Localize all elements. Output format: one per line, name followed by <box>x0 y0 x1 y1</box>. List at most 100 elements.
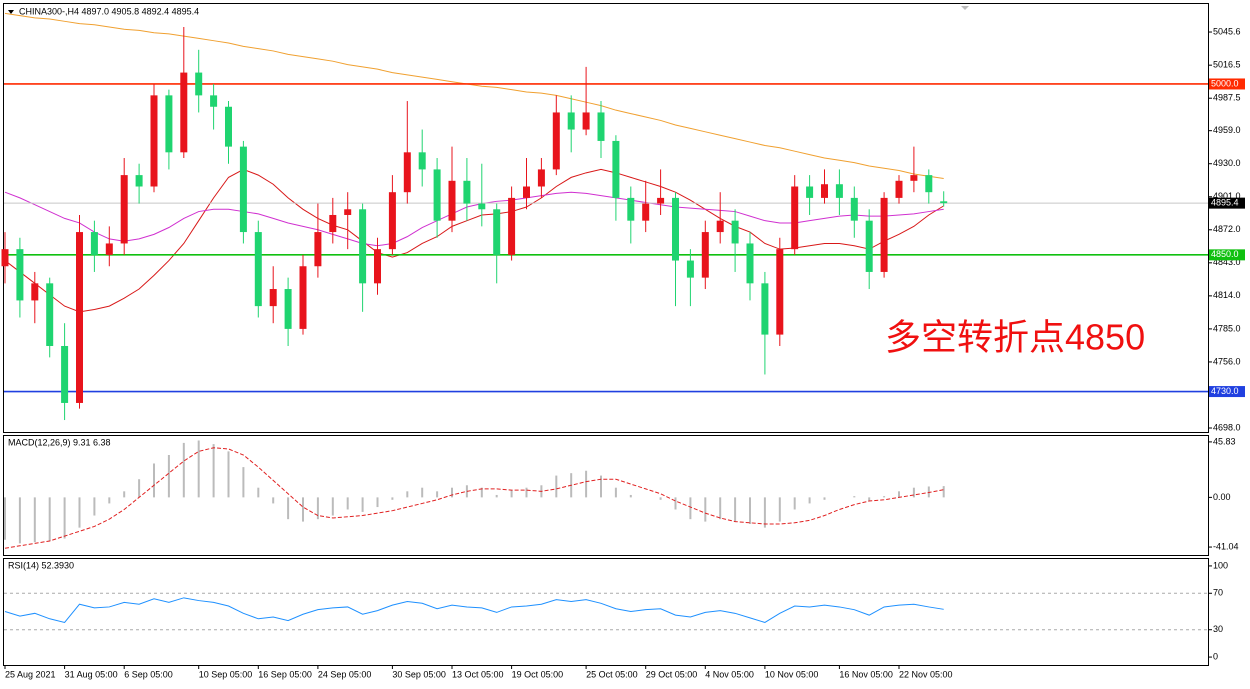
y-tick-label: 0 <box>1213 651 1218 661</box>
candle-body <box>180 72 188 153</box>
candle-body <box>523 186 530 198</box>
level-label-box <box>1209 249 1245 261</box>
candle-body <box>195 72 203 96</box>
main-panel <box>3 3 1209 433</box>
candle-body <box>374 249 381 284</box>
candle-body <box>940 201 948 204</box>
y-tick-label: 70 <box>1213 588 1223 598</box>
macd-title: MACD(12,26,9) 9.31 6.38 <box>8 437 111 447</box>
candle-body <box>105 243 113 255</box>
candle-body <box>850 197 858 221</box>
candle-body <box>642 203 650 221</box>
candle-body <box>821 184 828 198</box>
y-tick-label: -41.04 <box>1213 541 1239 551</box>
candle-body <box>165 95 173 153</box>
candle-body <box>925 175 933 193</box>
x-tick-label: 31 Aug 05:00 <box>65 669 118 679</box>
candle-body <box>120 175 128 244</box>
x-tick-label: 25 Oct 05:00 <box>586 669 638 679</box>
candle-body <box>672 197 679 261</box>
x-tick-label: 13 Oct 05:00 <box>452 669 504 679</box>
candle-body <box>493 209 501 255</box>
y-tick-label: 4785.0 <box>1213 323 1241 333</box>
candle-body <box>46 283 54 346</box>
candle-body <box>135 175 143 187</box>
candle-body <box>254 232 262 307</box>
candle-body <box>791 186 799 250</box>
level-label: 4850.0 <box>1211 249 1239 259</box>
y-tick-label: 4987.5 <box>1213 93 1241 103</box>
signal-line <box>4 447 944 549</box>
x-tick-label: 25 Aug 2021 <box>5 669 56 679</box>
candle-body <box>31 283 39 301</box>
y-tick-label: 5045.6 <box>1213 26 1241 36</box>
level-label-box <box>1209 78 1245 90</box>
candle-body <box>433 169 441 221</box>
candle-body <box>806 186 814 198</box>
candle-body <box>567 112 575 130</box>
candle-body <box>344 209 352 215</box>
candle-body <box>776 249 784 335</box>
rsi-line <box>4 597 944 623</box>
candle-body <box>314 232 322 267</box>
x-tick-label: 24 Sep 05:00 <box>318 669 372 679</box>
level-label: 4895.4 <box>1211 198 1239 208</box>
candle-body <box>284 289 292 329</box>
candle-body <box>329 214 337 233</box>
candle-body <box>403 152 411 193</box>
x-tick-label: 10 Nov 05:00 <box>765 669 819 679</box>
candle-body <box>299 266 307 329</box>
candle-body <box>1 249 9 267</box>
x-tick-label: 30 Sep 05:00 <box>392 669 446 679</box>
moving-average <box>4 12 944 180</box>
y-tick-label: 4698.0 <box>1213 422 1241 432</box>
y-tick-label: 5016.5 <box>1213 60 1241 70</box>
x-tick-label: 10 Sep 05:00 <box>199 669 253 679</box>
y-tick-label: 4843.0 <box>1213 257 1241 267</box>
candle-body <box>716 220 724 233</box>
candle-body <box>239 146 247 233</box>
level-label: 4730.0 <box>1211 386 1239 396</box>
candle-body <box>686 260 694 278</box>
candle-body <box>910 175 918 181</box>
candle-body <box>701 232 709 278</box>
candle-body <box>418 152 426 170</box>
macd-panel <box>3 435 1209 556</box>
menu-arrow <box>8 10 14 14</box>
x-tick-label: 16 Sep 05:00 <box>258 669 312 679</box>
y-tick-label: 45.83 <box>1213 436 1236 446</box>
y-tick-label: 4872.0 <box>1213 224 1241 234</box>
x-tick-label: 22 Nov 05:00 <box>899 669 953 679</box>
candle-body <box>90 232 98 255</box>
x-tick-label: 16 Nov 05:00 <box>839 669 893 679</box>
candle-body <box>731 220 739 244</box>
y-tick-label: 4901.0 <box>1213 191 1241 201</box>
rsi-panel <box>3 558 1209 666</box>
candle-body <box>552 112 560 170</box>
chart-header: CHINA300-,H4 4897.0 4905.8 4892.4 4895.4 <box>19 6 199 16</box>
candle-body <box>865 220 873 272</box>
candle-body <box>657 197 665 204</box>
y-tick-label: 4930.0 <box>1213 158 1241 168</box>
y-tick-label: 4756.0 <box>1213 356 1241 366</box>
annotation: 多空转折点4850 <box>885 317 1145 358</box>
candle-body <box>895 180 903 198</box>
candle-body <box>448 180 456 221</box>
level-label-box <box>1209 197 1245 209</box>
candle-body <box>627 197 635 221</box>
x-tick-label: 4 Nov 05:00 <box>705 669 754 679</box>
y-tick-label: 100 <box>1213 560 1228 570</box>
x-tick-label: 6 Sep 05:00 <box>124 669 173 679</box>
candle-body <box>76 232 83 403</box>
candle-body <box>612 140 620 198</box>
candle-body <box>582 112 590 130</box>
candle-body <box>746 243 754 284</box>
candle-body <box>150 95 158 187</box>
candle-body <box>508 197 516 255</box>
rsi-title: RSI(14) 52.3930 <box>8 560 74 570</box>
candle-body <box>225 106 232 147</box>
candle-body <box>463 180 471 204</box>
x-tick-label: 29 Oct 05:00 <box>646 669 698 679</box>
